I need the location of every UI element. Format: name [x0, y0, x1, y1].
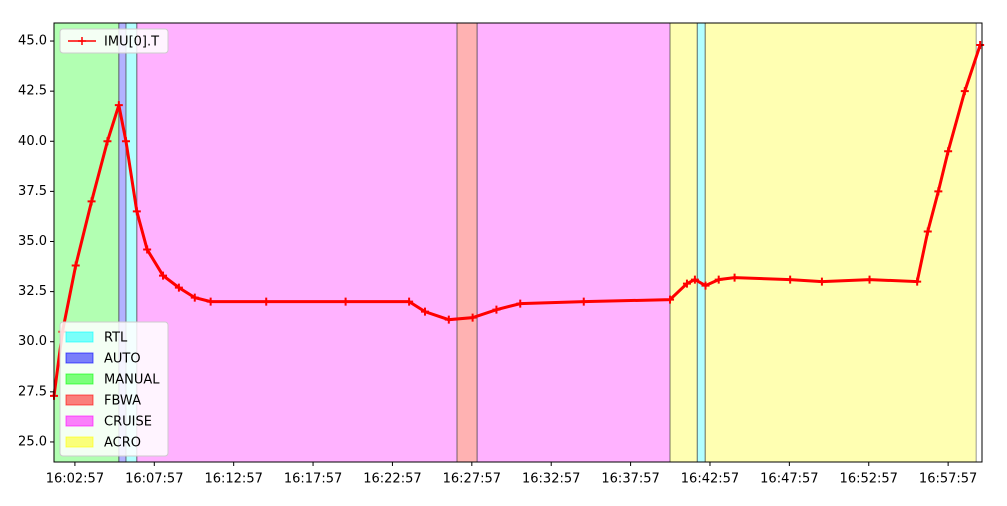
point-marker: [944, 147, 953, 156]
point-marker: [468, 313, 477, 322]
legend-swatch: [65, 331, 94, 343]
point-marker: [206, 297, 215, 306]
point-marker: [143, 245, 152, 254]
point-marker: [174, 283, 183, 292]
mode-span: [456, 22, 478, 463]
point-marker: [960, 87, 969, 96]
point-marker: [817, 277, 826, 286]
y-tick-label: 42.5: [18, 84, 47, 99]
legend-label: MANUAL: [104, 373, 160, 388]
legend-swatch: [65, 394, 94, 406]
point-marker: [579, 297, 588, 306]
x-tick-label: 16:37:57: [601, 472, 659, 487]
mode-span: [136, 22, 458, 463]
x-tick-label: 16:32:57: [522, 472, 580, 487]
legend-label: ACRO: [104, 436, 141, 451]
point-marker: [121, 137, 130, 146]
point-marker: [444, 315, 453, 324]
legend-label: CRUISE: [104, 415, 152, 430]
point-marker: [159, 271, 168, 280]
legend-label: RTL: [104, 331, 128, 346]
point-marker: [690, 275, 699, 284]
legend-label: FBWA: [104, 394, 141, 409]
point-marker: [714, 275, 723, 284]
point-marker: [516, 299, 525, 308]
y-tick-label: 40.0: [18, 134, 47, 149]
x-tick-label: 16:02:57: [46, 472, 104, 487]
x-tick-label: 16:12:57: [204, 472, 262, 487]
point-marker: [71, 261, 80, 270]
x-tick-label: 16:57:57: [919, 472, 977, 487]
y-tick-label: 35.0: [18, 234, 47, 249]
y-tick-label: 37.5: [18, 184, 47, 199]
point-marker: [934, 187, 943, 196]
point-marker: [87, 197, 96, 206]
mode-span: [704, 22, 977, 463]
y-tick-label: 45.0: [18, 34, 47, 49]
point-marker: [190, 293, 199, 302]
x-tick-label: 16:27:57: [443, 472, 501, 487]
x-tick-label: 16:52:57: [840, 472, 898, 487]
legend-box: [59, 28, 169, 54]
x-tick-label: 16:22:57: [363, 472, 421, 487]
legend-label: IMU[0].T: [104, 35, 159, 50]
legend-swatch: [65, 415, 94, 427]
point-marker: [730, 273, 739, 282]
y-tick-label: 27.5: [18, 384, 47, 399]
point-marker: [666, 295, 675, 304]
mode-span: [669, 22, 698, 463]
point-marker: [682, 279, 691, 288]
x-tick-label: 16:07:57: [125, 472, 183, 487]
y-tick-label: 30.0: [18, 334, 47, 349]
point-marker: [262, 297, 271, 306]
point-marker: [865, 275, 874, 284]
point-marker: [492, 305, 501, 314]
legend-swatch: [65, 436, 94, 448]
mode-span: [476, 22, 671, 463]
point-marker: [103, 137, 112, 146]
legend-swatch: [65, 352, 94, 364]
legend-label: AUTO: [104, 352, 141, 367]
legend-swatch: [65, 373, 94, 385]
point-marker: [913, 277, 922, 286]
point-marker: [923, 227, 932, 236]
point-marker: [976, 41, 985, 50]
point-marker: [114, 101, 123, 110]
y-tick-label: 25.0: [18, 434, 47, 449]
x-tick-label: 16:17:57: [284, 472, 342, 487]
point-marker: [420, 307, 429, 316]
point-marker: [786, 275, 795, 284]
point-marker: [405, 297, 414, 306]
plot-frame: [53, 22, 983, 463]
x-tick-label: 16:42:57: [681, 472, 739, 487]
point-marker: [701, 281, 710, 290]
mode-span: [696, 22, 706, 463]
legend-marker: [78, 37, 86, 45]
y-tick-label: 32.5: [18, 284, 47, 299]
point-marker: [341, 297, 350, 306]
x-tick-label: 16:47:57: [760, 472, 818, 487]
point-marker: [132, 207, 141, 216]
